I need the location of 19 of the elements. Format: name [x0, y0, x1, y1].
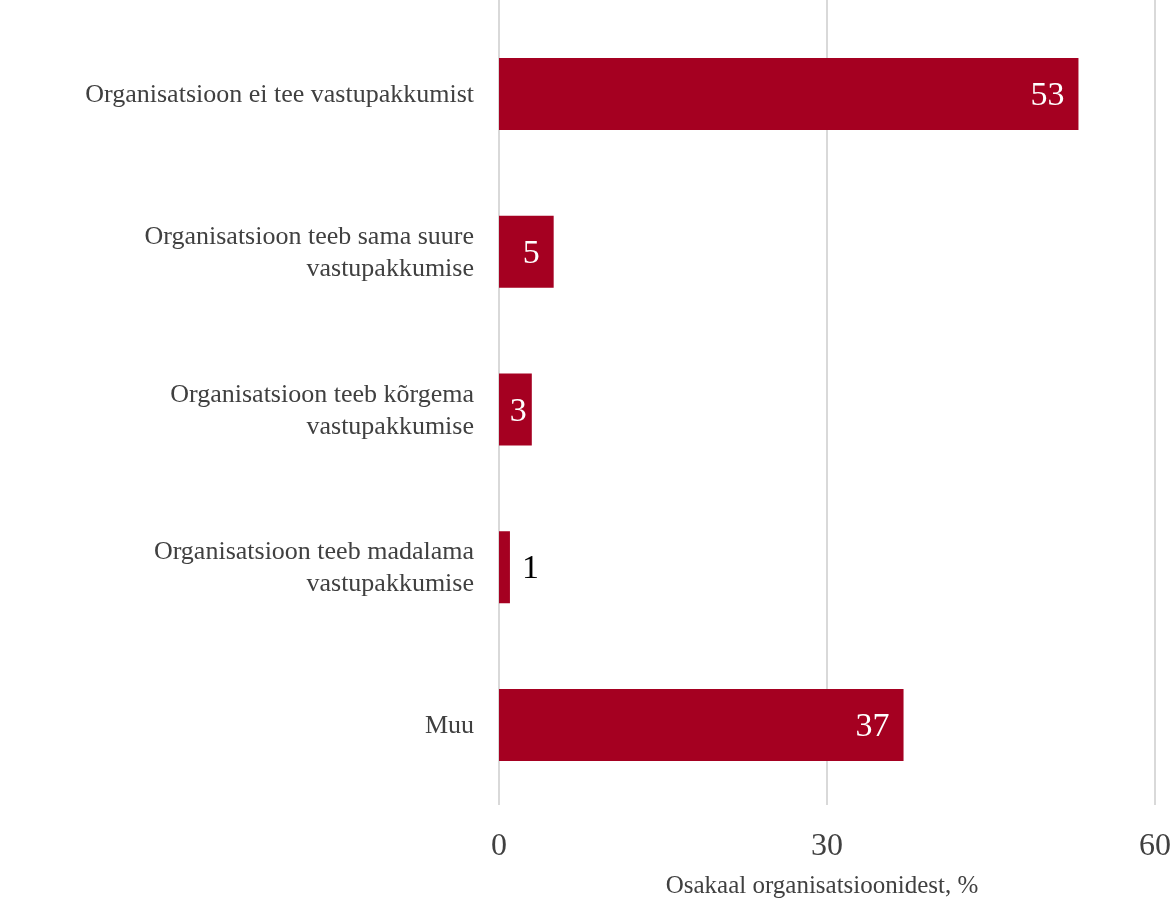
data-label: 53 [1030, 75, 1065, 112]
bar [499, 689, 904, 761]
data-label: 1 [521, 548, 539, 586]
bar [499, 373, 532, 446]
y-tick-label: Organisatsioon teeb madalama vastupakkumise [153, 536, 475, 598]
x-axis-title: Osakaal organisatsioonidest, % [665, 871, 979, 898]
y-tick-label: Organisatsioon ei tee vastupakkumist [85, 79, 475, 108]
y-tick-label: Muu [424, 710, 474, 739]
data-label: 3 [509, 390, 527, 428]
x-tick-label: 60 [1139, 826, 1171, 862]
x-tick-label: 0 [491, 826, 507, 862]
x-tick-label: 30 [811, 826, 843, 862]
y-tick-label: Organisatsioon teeb kõrgema vastupakkumise [170, 378, 475, 440]
data-label: 37 [855, 706, 890, 743]
bar [499, 58, 1079, 130]
data-label: 5 [522, 232, 540, 270]
bar [499, 215, 554, 288]
bar [499, 531, 510, 604]
y-tick-label: Organisatsioon teeb sama suure vastupakkumise [144, 220, 474, 282]
